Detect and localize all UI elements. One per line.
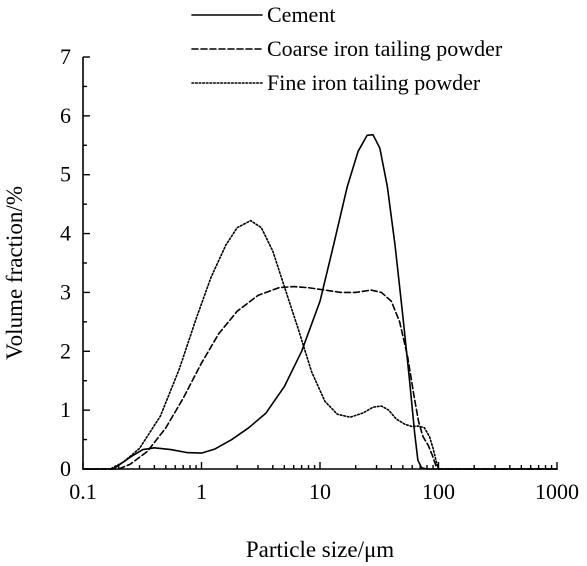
- y-tick-label: 0: [60, 456, 71, 481]
- series-line-coarse-iron-tailing-powder: [82, 285, 558, 470]
- x-tick-label: 10: [309, 479, 331, 504]
- x-ticks: 0.1 1 10 100 1000: [69, 462, 579, 504]
- y-tick-label: 3: [60, 279, 71, 304]
- y-tick-label: 6: [60, 103, 71, 128]
- y-tick-label: 2: [60, 338, 71, 363]
- series-lines: [82, 133, 558, 470]
- y-tick-label: 7: [60, 44, 71, 69]
- y-tick-label: 1: [60, 397, 71, 422]
- series-line-fine-iron-tailing-powder: [82, 219, 558, 470]
- y-ticks: 0 1 2 3 4 5 6 7: [60, 44, 90, 481]
- legend-label: Coarse iron tailing powder: [267, 36, 503, 61]
- y-tick-label: 4: [60, 221, 71, 246]
- legend-label: Cement: [267, 2, 335, 27]
- legend-label: Fine iron tailing powder: [267, 70, 481, 95]
- series-line-cement: [82, 133, 558, 470]
- axes: [82, 57, 557, 470]
- x-tick-label: 100: [422, 479, 455, 504]
- x-axis-title: Particle size/μm: [246, 537, 394, 562]
- y-tick-label: 5: [60, 162, 71, 187]
- x-tick-label: 1000: [535, 479, 579, 504]
- legend: Cement Coarse iron tailing powder Fine iro…: [191, 2, 503, 95]
- x-tick-label: 1: [196, 479, 207, 504]
- x-tick-label: 0.1: [69, 479, 97, 504]
- y-axis-title: Volume fraction/%: [2, 186, 27, 360]
